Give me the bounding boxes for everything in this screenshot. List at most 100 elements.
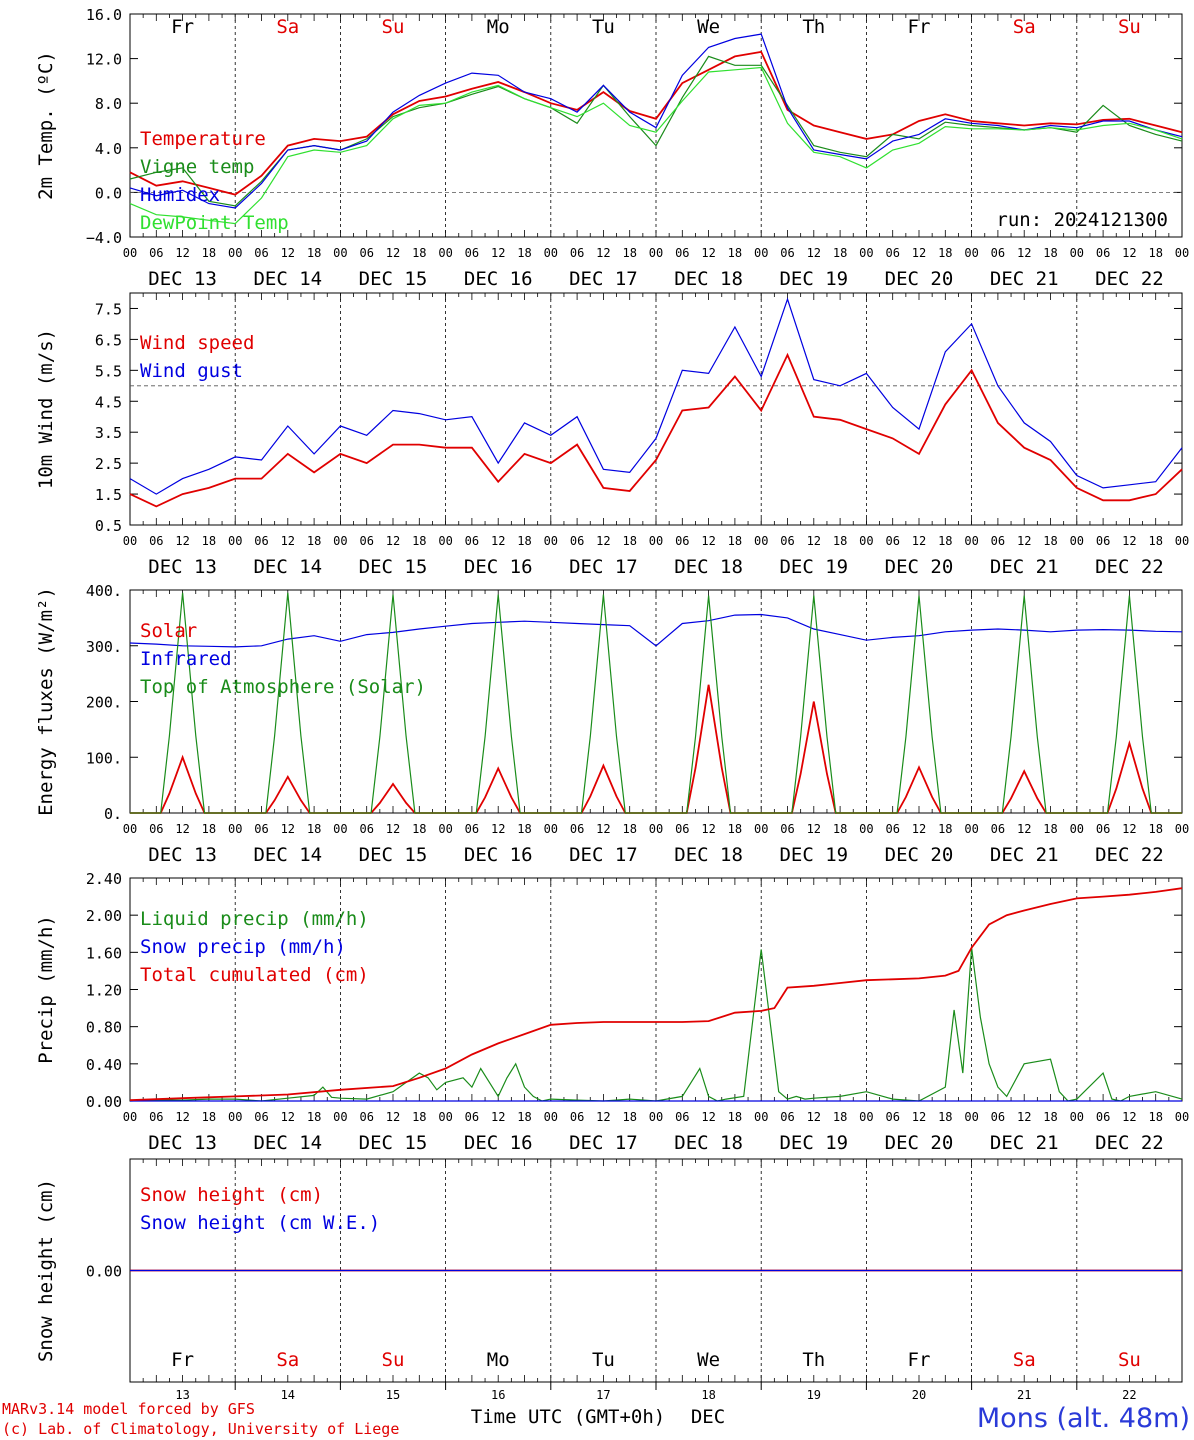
x-hour-label: 06 (465, 246, 479, 260)
day-name-top: Su (382, 16, 405, 38)
x-hour-label: 12 (701, 246, 715, 260)
y-tick-label: 2.40 (86, 870, 122, 888)
day-number: 21 (1017, 1388, 1031, 1402)
x-date-label: DEC 21 (990, 556, 1059, 578)
x-date-label: DEC 19 (779, 844, 848, 866)
x-date-label: DEC 19 (779, 556, 848, 578)
x-hour-label: 00 (754, 1110, 768, 1124)
legend-entry: DewPoint Temp (140, 212, 289, 234)
day-number: 15 (386, 1388, 400, 1402)
x-hour-label: 00 (333, 246, 347, 260)
x-hour-label: 12 (912, 822, 926, 836)
x-hour-label: 06 (359, 822, 373, 836)
x-hour-label: 06 (570, 534, 584, 548)
x-hour-label: 06 (359, 534, 373, 548)
x-hour-label: 00 (964, 246, 978, 260)
x-axis-label: Time UTC (GMT+0h) (471, 1406, 665, 1428)
x-hour-label: 06 (465, 1110, 479, 1124)
panel-3: 400. 300. 200. 100. 0. Energy fluxes (W/m²) So… (35, 582, 1189, 866)
x-hour-label: 18 (1148, 534, 1162, 548)
x-date-label: DEC 18 (674, 1132, 743, 1154)
x-date-label: DEC 15 (359, 1132, 428, 1154)
y-tick-label: 8.0 (95, 95, 122, 113)
x-hour-label: 12 (491, 534, 505, 548)
x-hour-label: 12 (491, 246, 505, 260)
day-name-bottom: Su (1118, 1349, 1141, 1371)
x-hour-label: 12 (1122, 534, 1136, 548)
legend-entry: Total cumulated (cm) (140, 964, 369, 986)
day-number: 14 (281, 1388, 295, 1402)
x-hour-label: 12 (1017, 1110, 1031, 1124)
day-name-bottom: Th (802, 1349, 825, 1371)
x-date-label: DEC 15 (359, 268, 428, 290)
x-hour-label: 00 (1070, 534, 1084, 548)
y-tick-label: 100. (86, 749, 122, 767)
x-date-label: DEC 14 (253, 844, 322, 866)
plot-frame (129, 589, 1183, 814)
x-date-label: DEC 16 (464, 844, 533, 866)
x-axis-month: DEC (691, 1406, 725, 1428)
x-hour-label: 00 (123, 822, 137, 836)
x-date-label: DEC 17 (569, 556, 638, 578)
x-hour-label: 00 (1175, 1110, 1189, 1124)
legend-entry: Wind speed (140, 332, 254, 354)
x-date-label: DEC 13 (148, 844, 217, 866)
x-date-label: DEC 19 (779, 1132, 848, 1154)
x-date-label: DEC 22 (1095, 1132, 1164, 1154)
day-name-bottom: Sa (1013, 1349, 1036, 1371)
x-hour-label: 06 (885, 246, 899, 260)
x-date-label: DEC 20 (885, 556, 954, 578)
x-date-label: DEC 16 (464, 268, 533, 290)
x-date-label: DEC 17 (569, 844, 638, 866)
day-number: 16 (491, 1388, 505, 1402)
day-name-top: Fr (171, 16, 194, 38)
x-hour-label: 06 (675, 246, 689, 260)
x-hour-label: 12 (596, 1110, 610, 1124)
x-hour-label: 06 (254, 534, 268, 548)
x-hour-label: 12 (596, 246, 610, 260)
y-tick-label: 0. (104, 805, 122, 823)
y-tick-label: 12.0 (86, 51, 122, 69)
x-hour-label: 18 (412, 1110, 426, 1124)
x-hour-label: 00 (754, 246, 768, 260)
x-hour-label: 06 (254, 822, 268, 836)
series-line-liquid-precip-mm-h- (129, 947, 1183, 1102)
x-hour-label: 12 (807, 822, 821, 836)
panel-5: 0.00 Snow height (cm) Snow height (cm) Snow… (35, 1158, 1183, 1383)
x-hour-label: 06 (675, 1110, 689, 1124)
x-hour-label: 18 (202, 534, 216, 548)
y-tick-label: 2.00 (86, 907, 122, 925)
legend-entry: Snow height (cm) (140, 1184, 323, 1206)
x-hour-label: 18 (938, 1110, 952, 1124)
x-hour-label: 18 (938, 246, 952, 260)
x-hour-label: 06 (570, 246, 584, 260)
x-hour-label: 18 (728, 534, 742, 548)
x-date-label: DEC 14 (253, 556, 322, 578)
x-hour-label: 12 (386, 822, 400, 836)
x-hour-label: 00 (228, 246, 242, 260)
y-tick-label: 0.00 (86, 1093, 122, 1111)
x-hour-label: 12 (281, 534, 295, 548)
day-name-top: Su (1118, 16, 1141, 38)
x-hour-label: 18 (202, 822, 216, 836)
legend-entry: Snow precip (mm/h) (140, 936, 346, 958)
day-number: 22 (1122, 1388, 1136, 1402)
x-hour-label: 12 (807, 246, 821, 260)
y-axis-label: Energy fluxes (W/m²) (35, 587, 57, 816)
x-date-label: DEC 21 (990, 268, 1059, 290)
x-hour-label: 12 (807, 534, 821, 548)
x-hour-label: 06 (885, 822, 899, 836)
x-hour-label: 18 (307, 246, 321, 260)
x-hour-label: 00 (649, 534, 663, 548)
x-hour-label: 06 (1096, 246, 1110, 260)
x-hour-label: 18 (833, 822, 847, 836)
x-hour-label: 00 (649, 822, 663, 836)
x-date-label: DEC 20 (885, 268, 954, 290)
x-hour-label: 12 (386, 1110, 400, 1124)
day-name-bottom: Mo (487, 1349, 510, 1371)
y-tick-label: 1.20 (86, 982, 122, 1000)
credit-line-1: MARv3.14 model forced by GFS (2, 1400, 255, 1418)
x-hour-label: 06 (991, 246, 1005, 260)
x-hour-label: 00 (1175, 246, 1189, 260)
x-hour-label: 00 (438, 246, 452, 260)
